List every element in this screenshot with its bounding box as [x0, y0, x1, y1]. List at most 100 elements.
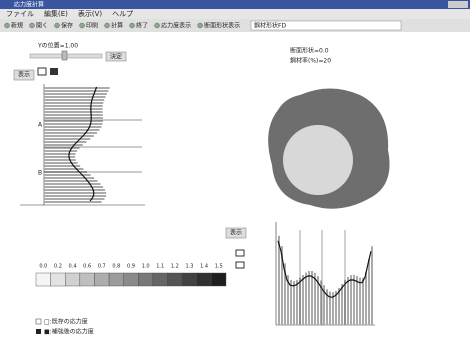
- profile-bar: [44, 174, 91, 176]
- profile-bar: [44, 135, 94, 137]
- toolbar-icon[interactable]: [4, 22, 10, 29]
- profile-bar: [44, 153, 76, 155]
- scale-label: 0.9: [127, 264, 135, 270]
- profile-bar: [44, 150, 78, 152]
- scale-label: 1.4: [200, 264, 208, 270]
- profile-bar: [44, 192, 107, 194]
- profile-plot: [20, 84, 145, 206]
- profile-bar: [44, 96, 106, 98]
- toolbar-button[interactable]: 断面形状表示: [204, 22, 240, 30]
- toolbar-icon[interactable]: [154, 22, 160, 29]
- profile-bar: [44, 114, 103, 116]
- profile-bar: [44, 126, 102, 128]
- toolbar-button[interactable]: 印刷: [86, 22, 98, 30]
- scale-label: 0.2: [54, 264, 62, 270]
- scale-swatch: [50, 272, 66, 287]
- toolbar-button[interactable]: 開く: [36, 23, 48, 30]
- text-input[interactable]: [250, 20, 402, 31]
- arrow-button[interactable]: [235, 261, 245, 269]
- toolbar-button[interactable]: 新規: [11, 22, 23, 30]
- toolbar-button[interactable]: 応力度表示: [161, 22, 191, 30]
- slider-button[interactable]: [105, 51, 127, 62]
- menu-item[interactable]: ファイル: [6, 10, 34, 18]
- profile-bar: [44, 147, 80, 149]
- scale-swatch: [167, 272, 183, 287]
- scale-label: 1.5: [215, 264, 223, 270]
- toolbar-icon[interactable]: [54, 22, 60, 29]
- toolbar-icon[interactable]: [29, 22, 35, 29]
- slider-thumb[interactable]: [61, 50, 68, 61]
- distribution-bar: [284, 263, 286, 325]
- arrow-button[interactable]: [37, 67, 47, 76]
- distribution-bar: [341, 284, 343, 325]
- menu-item[interactable]: ヘルプ: [112, 10, 133, 18]
- distribution-bar: [368, 258, 370, 325]
- distribution-bar: [314, 272, 316, 325]
- profile-bar: [44, 108, 103, 110]
- profile-bar: [44, 102, 104, 104]
- profile-bar: [44, 198, 105, 200]
- distribution-bar: [278, 235, 280, 325]
- plot-label: B: [38, 170, 42, 177]
- distribution-bar: [332, 292, 334, 325]
- distribution-bar: [329, 291, 331, 325]
- distribution-bar: [308, 271, 310, 325]
- distribution-bar: [317, 276, 319, 325]
- scale-label: 1.1: [156, 264, 164, 270]
- legend-swatch: [35, 318, 42, 325]
- profile-bar: [44, 159, 76, 161]
- scale-swatch: [108, 272, 124, 287]
- scale-swatch: [152, 272, 168, 287]
- scale-label: 1.0: [142, 264, 150, 270]
- scale-swatch: [79, 272, 95, 287]
- bottom-button[interactable]: [225, 227, 247, 239]
- section-line: 断面形状=0.0: [290, 47, 329, 55]
- distribution-bar: [287, 275, 289, 325]
- distribution-bar: [356, 275, 358, 325]
- text-input-value: 鋼材形状FD: [254, 22, 286, 30]
- left-button[interactable]: [13, 69, 35, 81]
- distribution-bar: [323, 285, 325, 325]
- profile-bar: [44, 117, 104, 119]
- distribution-bar: [362, 277, 364, 325]
- distribution-bar: [296, 279, 298, 325]
- profile-bar: [44, 168, 84, 170]
- scale-swatch: [196, 272, 212, 287]
- menu-item[interactable]: 編集(E): [44, 9, 68, 18]
- scale-swatch: [123, 272, 139, 287]
- section-core: [283, 125, 353, 195]
- distribution-bar: [371, 246, 373, 325]
- profile-bar: [44, 180, 98, 182]
- toolbar-icon[interactable]: [129, 22, 135, 29]
- profile-bar: [44, 129, 100, 131]
- scale-swatch: [211, 272, 227, 287]
- distribution-bar: [293, 280, 295, 325]
- scale-label: 0.0: [39, 264, 47, 270]
- slider-label: Yの位置=1.00: [37, 42, 78, 50]
- profile-bar: [44, 186, 104, 188]
- toolbar-icon[interactable]: [197, 22, 203, 29]
- profile-bar: [44, 141, 87, 143]
- profile-bar: [44, 138, 91, 140]
- distribution-bar: [311, 271, 313, 325]
- distribution-bar: [302, 275, 304, 325]
- toolbar-icon[interactable]: [79, 22, 85, 29]
- profile-bar: [44, 144, 83, 146]
- distribution-bar: [326, 289, 328, 325]
- toolbar-icon[interactable]: [104, 22, 110, 29]
- section-line: 鋼材率(%)=20: [290, 57, 331, 65]
- distribution-line: [277, 240, 372, 298]
- toolbar-button[interactable]: 計算: [111, 22, 123, 30]
- window-controls[interactable]: [448, 1, 468, 8]
- scale-label: 0.8: [112, 264, 120, 270]
- arrow-button[interactable]: [235, 249, 245, 257]
- toolbar-button[interactable]: 保存: [61, 22, 73, 30]
- arrow-button[interactable]: [50, 68, 58, 75]
- menu-item[interactable]: 表示(V): [78, 9, 103, 18]
- distribution-bar: [350, 275, 352, 325]
- legend-entry: □:既存の応力度: [44, 318, 88, 326]
- toolbar-button[interactable]: 終了: [136, 22, 148, 30]
- distribution-bar: [320, 280, 322, 325]
- profile-bar: [44, 132, 97, 134]
- distribution-bar: [365, 272, 367, 325]
